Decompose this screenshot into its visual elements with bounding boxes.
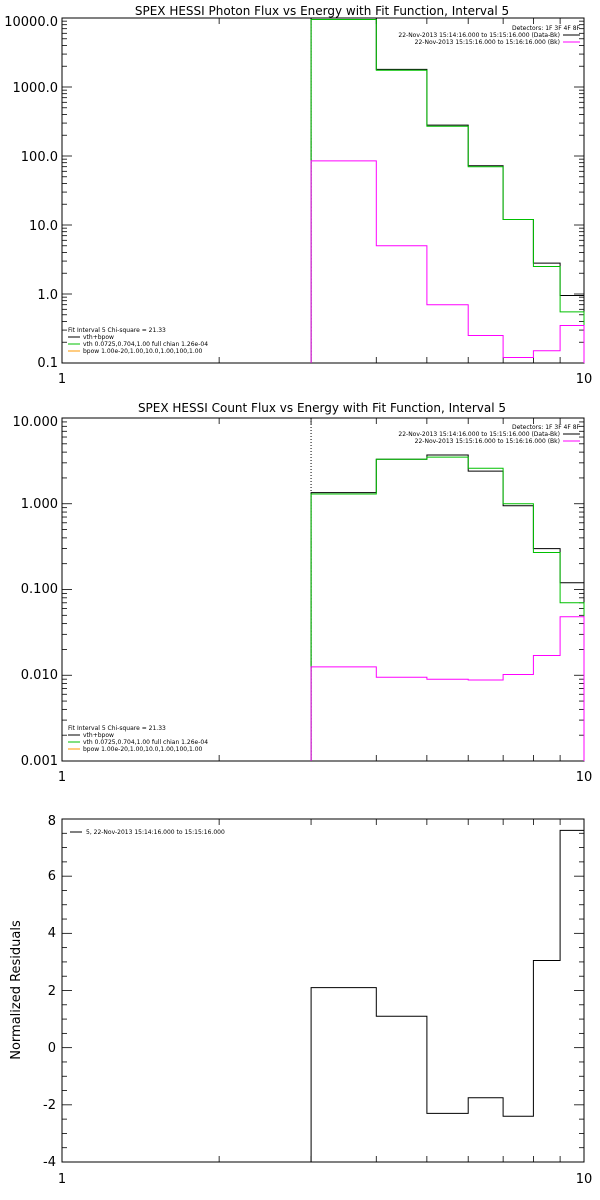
y-tick-label: 0.010 xyxy=(21,668,58,683)
y-tick-label: 1.000 xyxy=(21,497,58,512)
y-tick-label: 1000.0 xyxy=(13,81,59,96)
photon-flux-axis-ticks xyxy=(62,17,584,364)
y-tick-label: 0.1 xyxy=(37,356,58,371)
x-tick-label: 1 xyxy=(58,1172,66,1187)
y-tick-label: -2 xyxy=(43,1098,56,1113)
y-tick-label: -4 xyxy=(43,1155,56,1170)
legend-entry: 22-Nov-2013 15:15:16.000 to 15:16:16.000… xyxy=(415,438,560,445)
count-flux-series xyxy=(310,418,585,761)
y-tick-label: 10.000 xyxy=(13,415,59,430)
legend-entry: 22-Nov-2013 15:14:16.000 to 15:15:16.000… xyxy=(398,431,560,438)
data-histogram-line xyxy=(310,17,585,363)
photon-flux-legend-left: Fit Interval 5 Chi-square = 21.33 vth+bp… xyxy=(68,327,208,355)
legend-header: Fit Interval 5 Chi-square = 21.33 xyxy=(68,327,166,334)
x-tick-label: 10 xyxy=(576,770,593,785)
y-tick-label: 0.001 xyxy=(21,754,58,769)
y-tick-label: 10.0 xyxy=(29,219,58,234)
background-histogram-line xyxy=(310,160,585,363)
residuals-plot-area xyxy=(61,818,585,1163)
x-tick-label: 1 xyxy=(58,372,66,387)
photon-flux-legend-right: Detectors: 1F 3F 4F 8F 22-Nov-2013 15:14… xyxy=(398,25,580,46)
residuals-legend: 5, 22-Nov-2013 15:14:16.000 to 15:15:16.… xyxy=(70,829,225,836)
legend-entry: vth+bpow xyxy=(83,732,114,739)
x-tick-label: 10 xyxy=(576,1172,593,1187)
legend-entry: 5, 22-Nov-2013 15:14:16.000 to 15:15:16.… xyxy=(86,829,225,836)
y-tick-label: 6 xyxy=(48,869,56,884)
y-tick-label: 2 xyxy=(48,984,56,999)
x-tick-label: 10 xyxy=(576,372,593,387)
legend-entry: vth 0.0725,0.704,1.00 full chian 1.26e-0… xyxy=(83,739,208,746)
count-flux-legend-left: Fit Interval 5 Chi-square = 21.33 vth+bp… xyxy=(68,725,208,753)
y-tick-label: 100.0 xyxy=(21,150,58,165)
photon-flux-y-tick-labels: 0.1 1.0 10.0 100.0 1000.0 10000.0 xyxy=(4,15,58,371)
fit-histogram-line xyxy=(310,19,585,363)
legend-header: Detectors: 1F 3F 4F 8F xyxy=(512,424,581,431)
data-histogram-line xyxy=(310,454,585,761)
count-flux-panel: SPEX HESSI Count Flux vs Energy with Fit… xyxy=(13,401,593,785)
photon-flux-title: SPEX HESSI Photon Flux vs Energy with Fi… xyxy=(135,4,509,18)
y-tick-label: 0.100 xyxy=(21,582,58,597)
y-tick-label: 10000.0 xyxy=(4,15,58,30)
residuals-y-tick-labels: -4 -2 0 2 4 6 8 xyxy=(43,814,56,1170)
y-tick-label: 8 xyxy=(48,814,56,829)
background-histogram-line xyxy=(310,616,585,761)
legend-entry: vth 0.0725,0.704,1.00 full chian 1.26e-0… xyxy=(83,341,208,348)
photon-flux-panel: SPEX HESSI Photon Flux vs Energy with Fi… xyxy=(4,4,592,387)
legend-entry: vth+bpow xyxy=(83,334,114,341)
legend-entry: 22-Nov-2013 15:14:16.000 to 15:15:16.000… xyxy=(398,32,560,39)
residuals-panel: -4 -2 0 2 4 6 8 Normalized Residuals 1 1… xyxy=(9,814,592,1187)
residuals-series xyxy=(310,829,585,1162)
y-tick-label: 4 xyxy=(48,926,56,941)
count-flux-plot-area xyxy=(61,417,585,762)
y-tick-label: 1.0 xyxy=(37,288,58,303)
count-flux-axis-ticks xyxy=(62,417,584,762)
legend-entry: bpow 1.00e-20,1.00,10.0,1.00,100,1.00 xyxy=(83,746,203,753)
count-flux-title: SPEX HESSI Count Flux vs Energy with Fit… xyxy=(138,401,506,415)
x-tick-label: 1 xyxy=(58,770,66,785)
residuals-y-axis-label: Normalized Residuals xyxy=(9,920,24,1060)
legend-entry: 22-Nov-2013 15:15:16.000 to 15:16:16.000… xyxy=(415,39,560,46)
photon-flux-plot-area xyxy=(61,17,585,364)
fit-histogram-line xyxy=(310,456,585,761)
count-flux-legend-right: Detectors: 1F 3F 4F 8F 22-Nov-2013 15:14… xyxy=(398,424,580,445)
photon-flux-series xyxy=(310,17,585,363)
count-flux-y-tick-labels: 0.001 0.010 0.100 1.000 10.000 xyxy=(13,415,59,769)
residuals-axis-ticks xyxy=(62,818,584,1163)
legend-header: Detectors: 1F 3F 4F 8F xyxy=(512,25,581,32)
legend-entry: bpow 1.00e-20,1.00,10.0,1.00,100,1.00 xyxy=(83,348,203,355)
legend-header: Fit Interval 5 Chi-square = 21.33 xyxy=(68,725,166,732)
y-tick-label: 0 xyxy=(48,1041,56,1056)
residuals-histogram-line xyxy=(310,829,585,1162)
